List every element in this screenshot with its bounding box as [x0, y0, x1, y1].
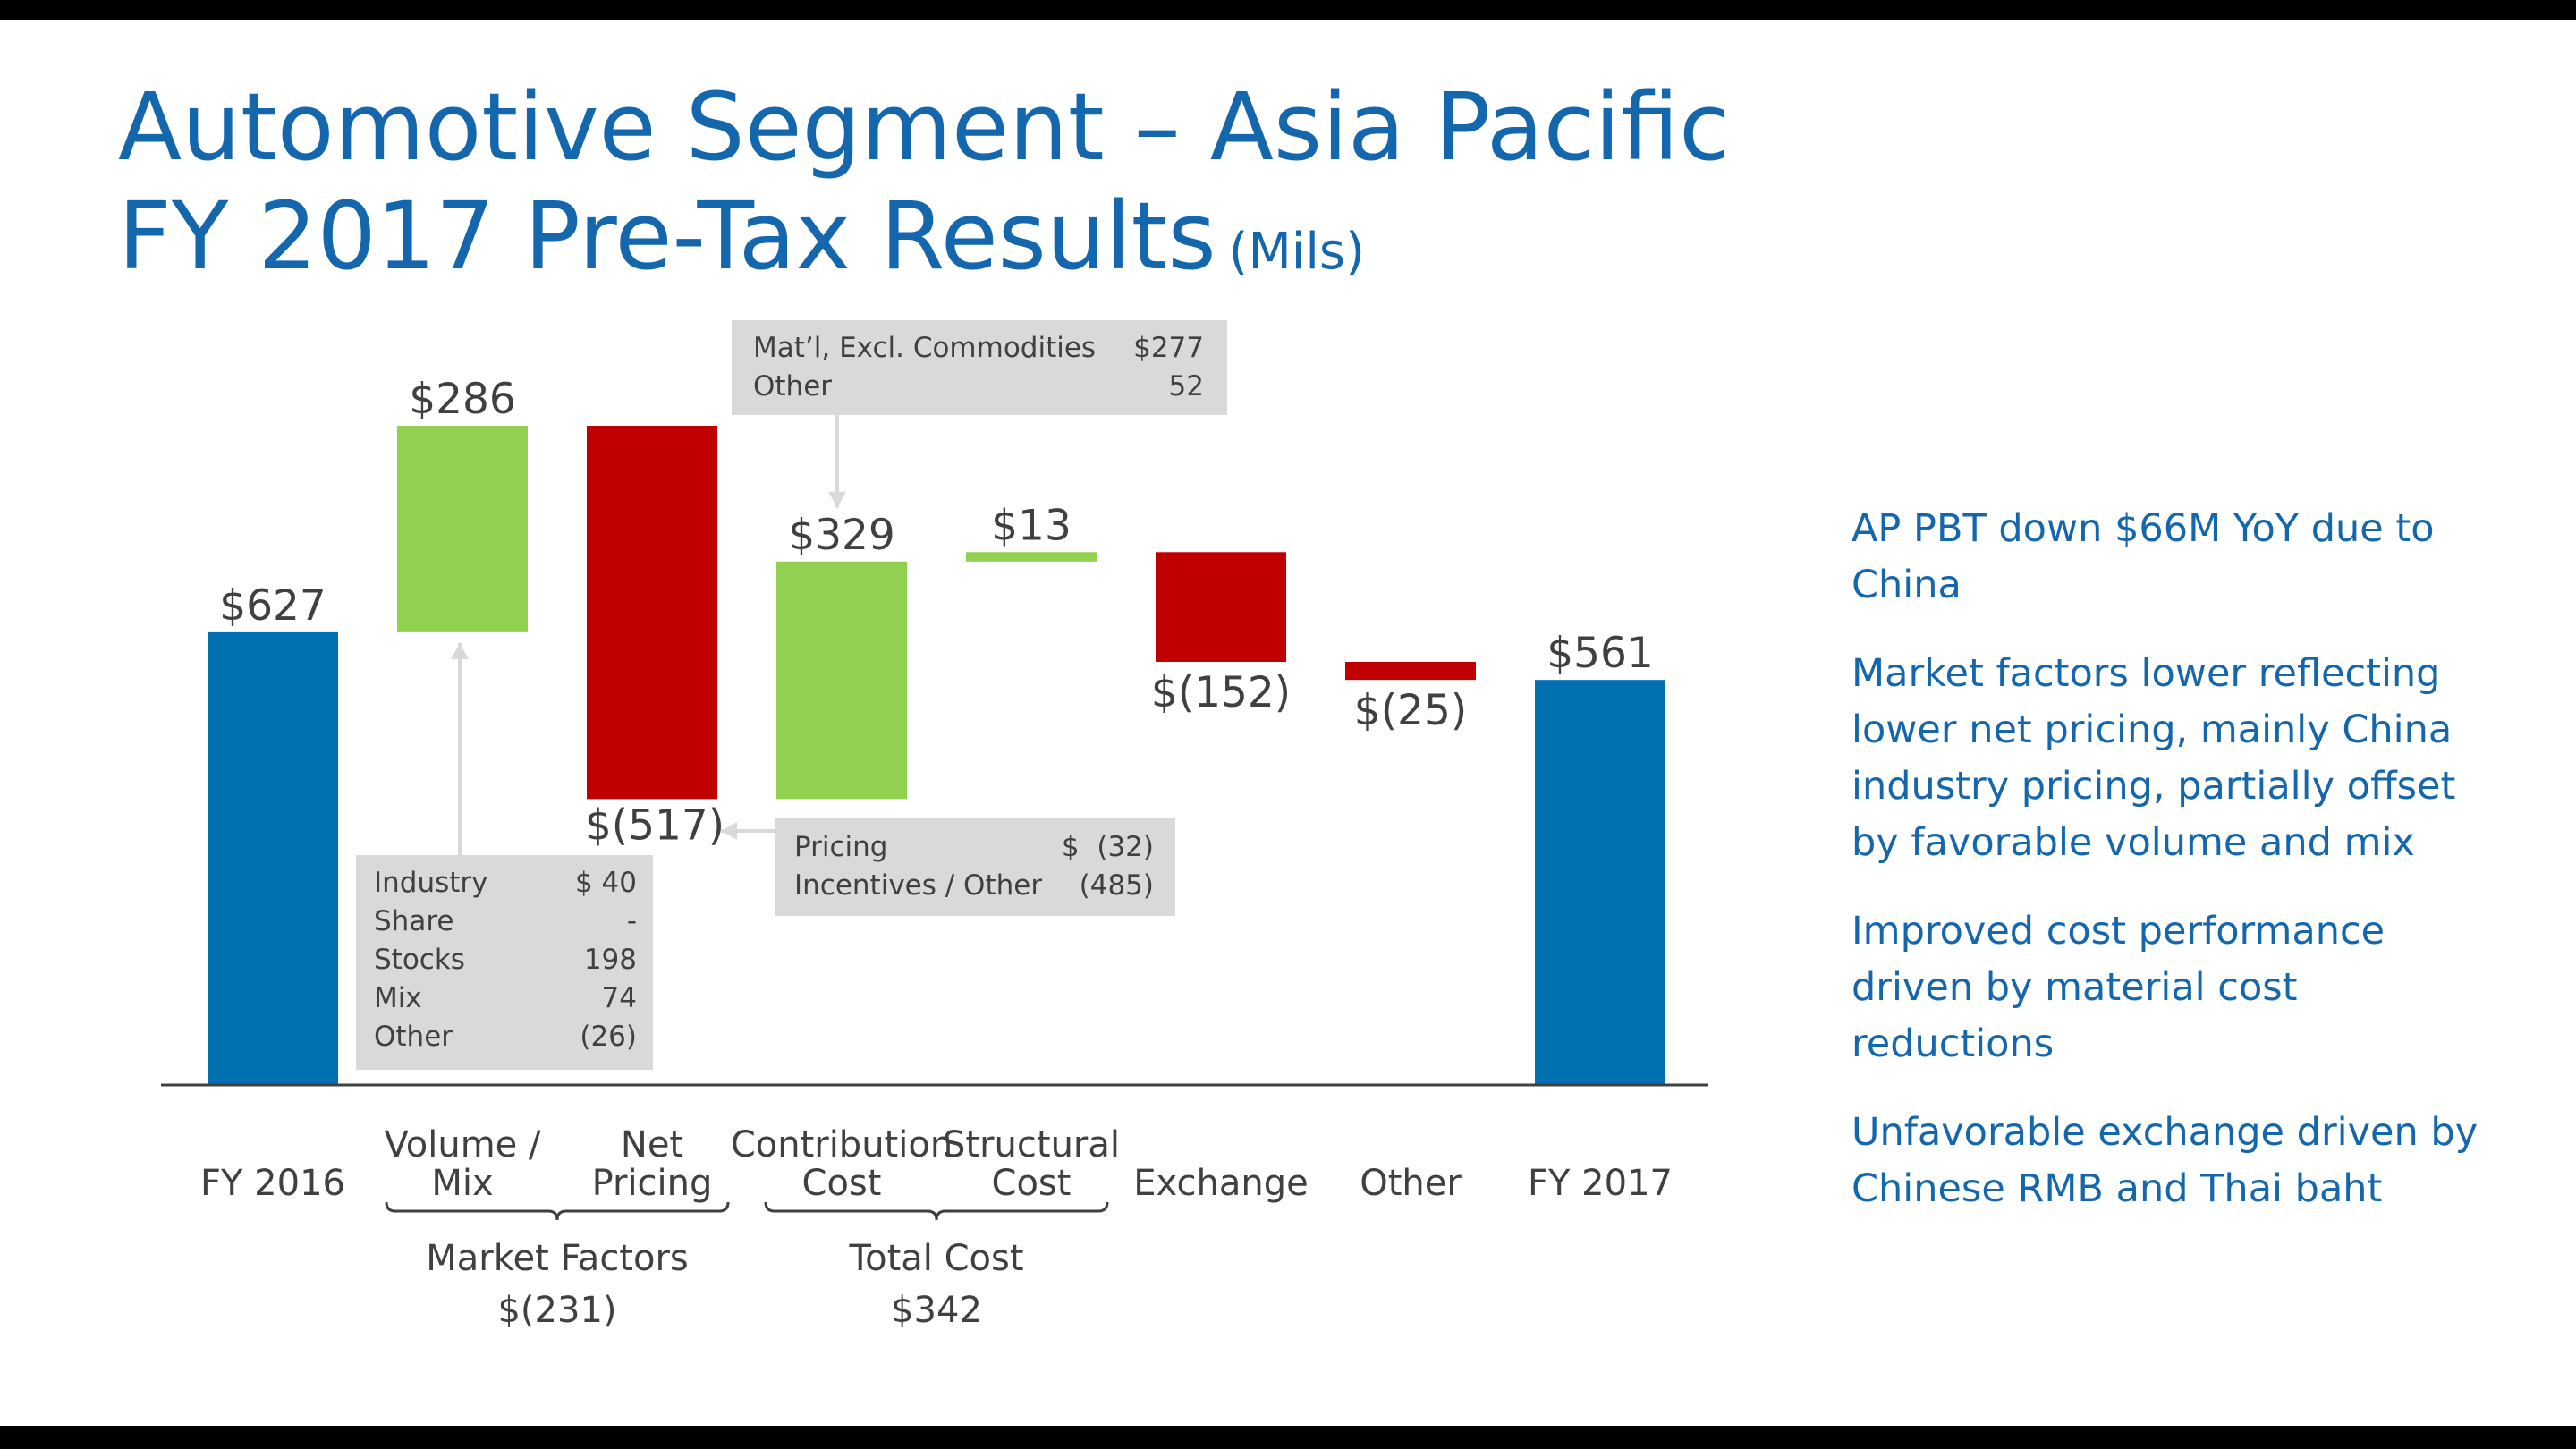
detail-value: -	[626, 905, 637, 937]
bar-value-label: $(517)	[585, 801, 724, 850]
commentary-item: Improved cost performance driven by mate…	[1852, 909, 2385, 1066]
waterfall-bar	[966, 552, 1097, 562]
arrow-head	[828, 491, 846, 508]
detail-label: Mat’l, Excl. Commodities	[753, 332, 1097, 364]
waterfall-bar	[1345, 661, 1476, 681]
waterfall-bar	[1535, 680, 1665, 1085]
detail-label: Share	[374, 905, 454, 937]
group-label: Market Factors	[426, 1238, 689, 1279]
category-label: Structural Cost	[943, 1124, 1120, 1204]
detail-value: $ 40	[574, 867, 637, 899]
detail-value: 198	[583, 944, 637, 976]
volume-mix-detail-box: Industry $ 40 Share - Stocks 198 Mix 74 Othe…	[356, 855, 653, 1070]
detail-label: Mix	[374, 982, 422, 1014]
category-label-line: Structural	[943, 1124, 1120, 1165]
category-label-line: Net	[621, 1124, 683, 1165]
detail-value: (485)	[1079, 869, 1154, 902]
waterfall-bar	[1156, 552, 1286, 662]
category-label: Contribution Cost	[731, 1124, 953, 1204]
bar-value-label: $561	[1546, 629, 1654, 678]
detail-row: Industry $ 40	[374, 864, 637, 902]
waterfall-bar	[587, 426, 717, 800]
detail-value: $ (32)	[1061, 831, 1154, 863]
waterfall-bar	[208, 631, 338, 1085]
group-brace	[385, 1201, 730, 1221]
waterfall-bar	[776, 561, 907, 800]
detail-value: (26)	[580, 1021, 637, 1053]
detail-value: $277	[1133, 332, 1204, 364]
bar-value-label: $627	[219, 581, 326, 631]
detail-label: Incentives / Other	[794, 869, 1043, 902]
top-border	[0, 0, 2576, 20]
category-label-line: Exchange	[1133, 1163, 1308, 1204]
bar-value-label: $329	[788, 511, 895, 560]
page-subtitle: FY 2017 Pre-Tax Results (Mils)	[118, 182, 1365, 306]
bar-value-label: $13	[991, 501, 1072, 550]
detail-row: Mat’l, Excl. Commodities $277	[753, 329, 1204, 368]
detail-row: Other 52	[753, 368, 1204, 406]
group-value: $(231)	[497, 1290, 616, 1331]
detail-label: Stocks	[374, 944, 465, 976]
unit-label: (Mils)	[1228, 223, 1365, 281]
arrow-head	[721, 822, 737, 840]
detail-row: Incentives / Other (485)	[794, 867, 1154, 905]
subtitle-text: FY 2017 Pre-Tax Results	[118, 182, 1216, 291]
category-label: Other	[1360, 1163, 1462, 1204]
bar-value-label: $(152)	[1151, 668, 1291, 717]
category-label: Net Pricing	[592, 1124, 713, 1204]
category-label-line: Contribution	[731, 1124, 953, 1165]
category-label-line: Pricing	[592, 1163, 713, 1204]
category-label: FY 2017	[1528, 1163, 1673, 1204]
page-title: Automotive Segment – Asia Pacific	[118, 72, 1731, 182]
category-label-line: Other	[1360, 1163, 1462, 1204]
group-brace	[764, 1201, 1109, 1221]
category-label-line: Cost	[802, 1163, 882, 1204]
category-label-line: Mix	[431, 1163, 493, 1204]
net-pricing-detail-box: Pricing $ (32) Incentives / Other (485)	[775, 818, 1175, 916]
category-label-line: FY 2017	[1528, 1163, 1673, 1204]
category-label-line: Volume /	[385, 1124, 541, 1165]
detail-label: Pricing	[794, 831, 888, 863]
commentary-item: AP PBT down $66M YoY due to China	[1852, 506, 2435, 607]
commentary-item: Unfavorable exchange driven by Chinese R…	[1852, 1110, 2479, 1211]
bar-value-label: $(25)	[1354, 686, 1467, 735]
category-label: Volume / Mix	[385, 1124, 541, 1204]
group-value: $342	[891, 1290, 982, 1331]
category-label-line: FY 2016	[200, 1163, 345, 1204]
detail-label: Other	[753, 370, 833, 402]
category-label-line: Cost	[992, 1163, 1072, 1204]
detail-row: Other (26)	[374, 1018, 637, 1056]
waterfall-bar	[397, 426, 528, 632]
bottom-border	[0, 1426, 2576, 1449]
contribution-cost-detail-box: Mat’l, Excl. Commodities $277 Other 52	[732, 320, 1227, 415]
bar-value-label: $286	[409, 375, 516, 424]
commentary-list: AP PBT down $66M YoY due to China Market…	[1852, 501, 2496, 1250]
commentary-item: Market factors lower reflecting lower ne…	[1852, 651, 2456, 865]
category-label: FY 2016	[200, 1163, 345, 1204]
detail-value: 52	[1168, 370, 1204, 402]
detail-value: 74	[601, 982, 637, 1014]
detail-label: Industry	[374, 867, 488, 899]
detail-row: Stocks 198	[374, 941, 637, 979]
detail-row: Pricing $ (32)	[794, 828, 1154, 867]
detail-label: Other	[374, 1021, 453, 1053]
group-label: Total Cost	[848, 1238, 1023, 1279]
category-label: Exchange	[1133, 1163, 1308, 1204]
detail-row: Mix 74	[374, 979, 637, 1018]
detail-row: Share -	[374, 902, 637, 941]
arrow-head	[451, 642, 469, 659]
